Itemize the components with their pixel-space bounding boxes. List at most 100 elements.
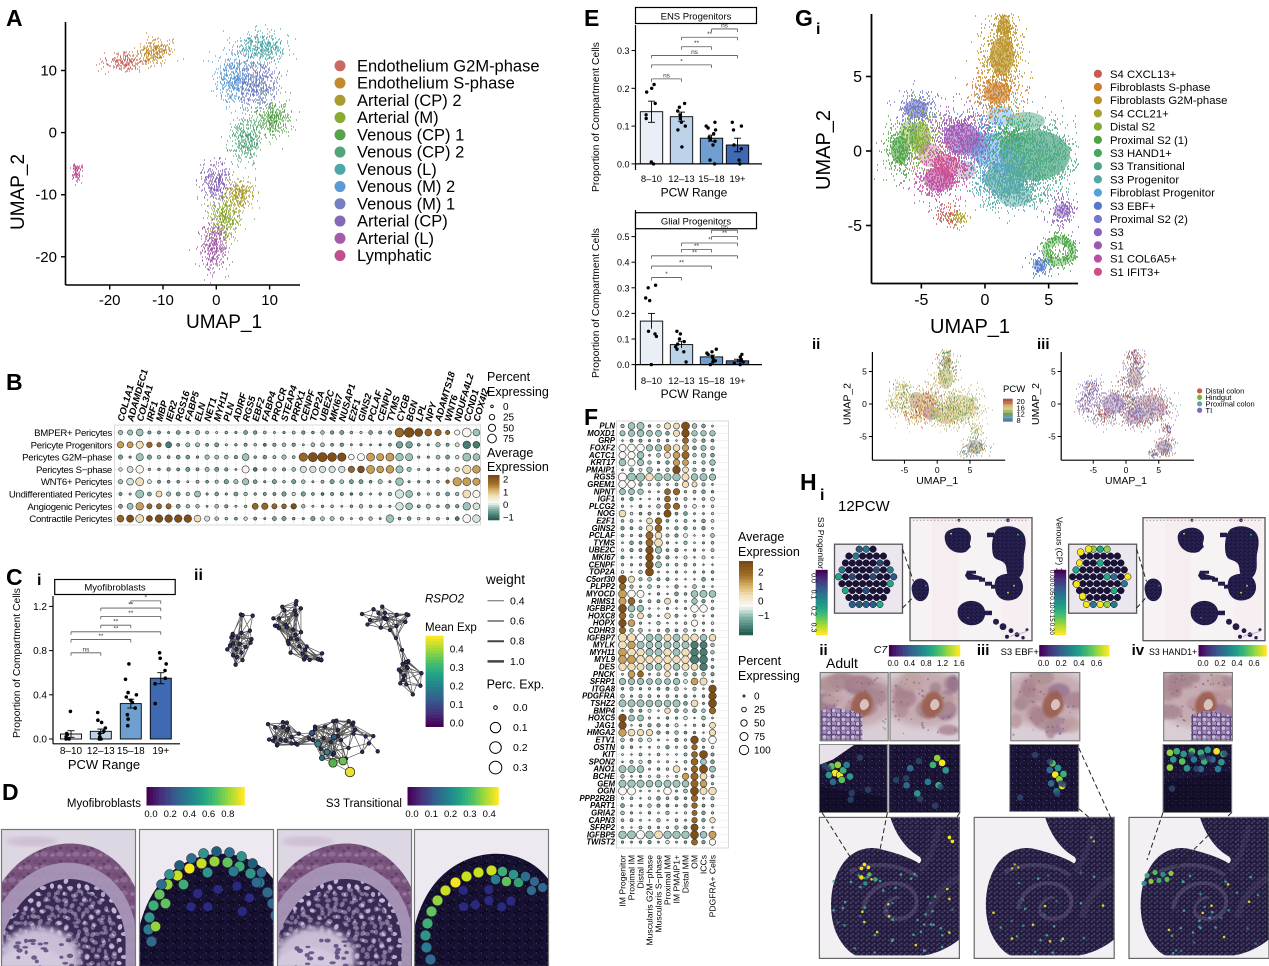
svg-text:weight: weight: [485, 572, 525, 587]
svg-text:SPON2: SPON2: [589, 757, 616, 766]
svg-text:0.4: 0.4: [1231, 659, 1243, 668]
svg-text:KIT: KIT: [602, 750, 616, 759]
svg-text:MYH11: MYH11: [590, 648, 615, 657]
svg-text:5: 5: [853, 69, 862, 86]
svg-text:0.2: 0.2: [617, 84, 630, 94]
svg-text:OM: OM: [690, 855, 700, 869]
svg-text:Expression: Expression: [738, 545, 800, 559]
svg-text:S3 HAND1+: S3 HAND1+: [1149, 647, 1197, 657]
svg-text:ENS Progenitors: ENS Progenitors: [661, 12, 732, 23]
svg-text:19+: 19+: [152, 746, 169, 757]
svg-text:0.00: 0.00: [1048, 570, 1055, 583]
svg-text:0.0: 0.0: [887, 659, 899, 668]
svg-text:GINS2: GINS2: [592, 524, 616, 533]
svg-text:S4 CXCL13+: S4 CXCL13+: [1110, 69, 1177, 81]
svg-text:0.8: 0.8: [920, 659, 932, 668]
svg-text:**: **: [113, 625, 119, 632]
svg-text:iii: iii: [1037, 336, 1050, 353]
svg-text:0.0: 0.0: [405, 809, 418, 820]
svg-text:0.3: 0.3: [450, 663, 464, 674]
svg-text:PCW Range: PCW Range: [661, 186, 728, 200]
svg-text:S1: S1: [1110, 240, 1124, 252]
svg-text:0.3: 0.3: [463, 809, 476, 820]
svg-text:MYL9: MYL9: [594, 655, 615, 664]
svg-text:PART1: PART1: [590, 801, 615, 810]
svg-text:2: 2: [758, 567, 764, 578]
svg-text:0.3: 0.3: [513, 762, 528, 774]
svg-text:0: 0: [503, 402, 509, 413]
svg-text:Pericytes G2M−phase: Pericytes G2M−phase: [22, 453, 112, 464]
svg-text:Fibroblasts S-phase: Fibroblasts S-phase: [1110, 82, 1210, 94]
svg-text:0.0: 0.0: [810, 573, 817, 583]
svg-text:**: **: [113, 619, 119, 626]
svg-text:**: **: [128, 610, 134, 617]
svg-text:SFRP1: SFRP1: [590, 677, 615, 686]
svg-text:12–13: 12–13: [668, 174, 694, 185]
svg-text:iv: iv: [1132, 642, 1145, 659]
svg-text:Arterial (CP) 2: Arterial (CP) 2: [357, 92, 462, 110]
svg-text:0: 0: [1051, 399, 1056, 409]
svg-text:Perc. Exp.: Perc. Exp.: [487, 678, 545, 692]
svg-text:PNCK: PNCK: [593, 670, 616, 679]
svg-text:PDGFRA: PDGFRA: [582, 692, 615, 701]
svg-text:50: 50: [754, 719, 766, 730]
svg-text:UBE2C: UBE2C: [589, 546, 616, 555]
svg-text:1: 1: [758, 582, 764, 593]
svg-text:UMAP_2: UMAP_2: [841, 383, 853, 425]
svg-text:TSHZ2: TSHZ2: [590, 699, 615, 708]
svg-text:0.8: 0.8: [221, 809, 234, 820]
svg-text:−1: −1: [503, 513, 514, 524]
svg-text:0.20: 0.20: [1048, 623, 1055, 636]
svg-text:0.6: 0.6: [202, 809, 215, 820]
svg-text:C7: C7: [874, 644, 889, 656]
svg-text:HMGA2: HMGA2: [587, 728, 616, 737]
svg-text:8–10: 8–10: [641, 174, 662, 185]
svg-text:Glial Progenitors: Glial Progenitors: [661, 217, 731, 228]
svg-text:-5: -5: [914, 292, 928, 309]
svg-text:TOP2A: TOP2A: [589, 568, 615, 577]
svg-text:S3 Transitional: S3 Transitional: [326, 798, 402, 810]
svg-text:Angiogenic Pericytes: Angiogenic Pericytes: [27, 502, 112, 513]
svg-text:-5: -5: [859, 432, 867, 442]
svg-text:25: 25: [503, 413, 515, 424]
svg-text:Arterial (L): Arterial (L): [357, 230, 434, 248]
svg-text:75: 75: [503, 434, 515, 445]
svg-text:0: 0: [758, 596, 764, 607]
svg-text:S3 EBF+: S3 EBF+: [1110, 201, 1156, 213]
svg-text:0.2: 0.2: [450, 682, 464, 693]
svg-text:S4 CCL21+: S4 CCL21+: [1110, 108, 1169, 120]
svg-text:C5orf30: C5orf30: [586, 575, 616, 584]
svg-text:0.3: 0.3: [617, 46, 630, 56]
svg-text:*: *: [680, 58, 683, 65]
svg-text:0.6: 0.6: [1091, 659, 1103, 668]
svg-text:0.0: 0.0: [450, 718, 464, 729]
svg-text:0.4: 0.4: [904, 659, 916, 668]
svg-text:UMAP_1: UMAP_1: [916, 475, 958, 487]
svg-text:HOPX: HOPX: [593, 619, 616, 628]
svg-text:12PCW: 12PCW: [838, 498, 891, 515]
svg-text:**: **: [694, 40, 700, 47]
svg-text:Fibroblasts G2M-phase: Fibroblasts G2M-phase: [1110, 95, 1227, 107]
svg-text:0.2: 0.2: [1056, 659, 1068, 668]
svg-text:2: 2: [503, 475, 508, 486]
svg-text:PDGFRA+ Cells: PDGFRA+ Cells: [708, 855, 718, 917]
svg-text:UMAP_2: UMAP_2: [8, 154, 29, 230]
svg-text:**: **: [679, 260, 685, 267]
svg-text:19+: 19+: [729, 174, 746, 185]
svg-text:-5: -5: [1048, 432, 1056, 442]
svg-text:Myofibroblasts: Myofibroblasts: [67, 798, 141, 810]
svg-text:BMPER+ Pericytes: BMPER+ Pericytes: [34, 428, 112, 439]
svg-text:0.0: 0.0: [144, 809, 157, 820]
svg-text:15–18: 15–18: [117, 746, 145, 757]
svg-text:E2F1: E2F1: [596, 517, 615, 526]
svg-text:GRIA2: GRIA2: [591, 809, 615, 818]
svg-text:Venous (CP) 2: Venous (CP) 2: [357, 144, 464, 162]
svg-text:Distal MM: Distal MM: [681, 855, 691, 893]
svg-text:BCHE: BCHE: [593, 772, 616, 781]
svg-text:Proximal S2 (2): Proximal S2 (2): [1110, 214, 1188, 226]
svg-text:0.2: 0.2: [164, 809, 177, 820]
svg-text:iii: iii: [977, 642, 990, 659]
svg-text:PLCG2: PLCG2: [589, 502, 616, 511]
svg-text:MYLK: MYLK: [593, 641, 616, 650]
svg-text:0: 0: [1124, 465, 1129, 475]
